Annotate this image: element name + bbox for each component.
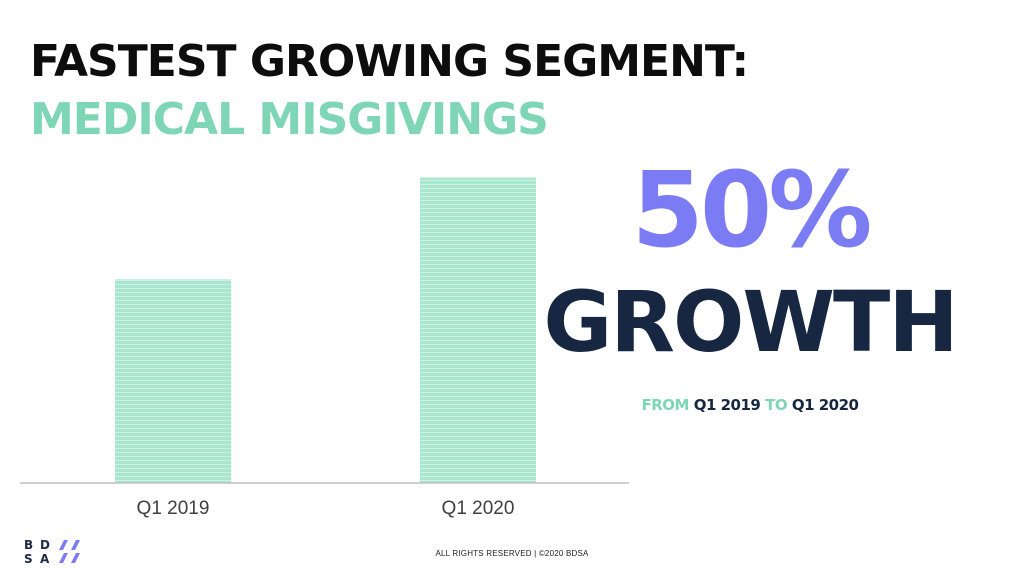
- slash-mark-icon: [59, 540, 80, 563]
- from-period: Q1 2019: [693, 396, 761, 414]
- x-tick-label: Q1 2020: [442, 498, 515, 519]
- bdsa-logo: B D S A: [24, 538, 86, 566]
- x-tick-label: Q1 2019: [137, 498, 210, 519]
- bar-q1-2019: [115, 279, 231, 483]
- bar-q1-2020: [420, 177, 536, 483]
- bar-chart: Q1 2019 Q1 2020: [20, 177, 629, 519]
- growth-percent: 50%: [631, 149, 873, 271]
- copyright-footer: ALL RIGHTS RESERVED | ©2020 BDSA: [435, 549, 589, 558]
- to-period: Q1 2020: [791, 396, 859, 414]
- growth-word: GROWTH: [543, 273, 958, 371]
- logo-letter: D: [40, 538, 50, 552]
- logo-letter: B: [24, 538, 34, 552]
- page-subtitle: MEDICAL MISGIVINGS: [30, 94, 549, 145]
- growth-period-caption: FROM Q1 2019 TO Q1 2020: [540, 396, 960, 414]
- to-word: TO: [765, 396, 788, 414]
- page-title: FASTEST GROWING SEGMENT:: [30, 36, 749, 87]
- from-word: FROM: [641, 396, 689, 414]
- logo-letter: S: [24, 552, 33, 566]
- logo-letter: A: [40, 552, 50, 566]
